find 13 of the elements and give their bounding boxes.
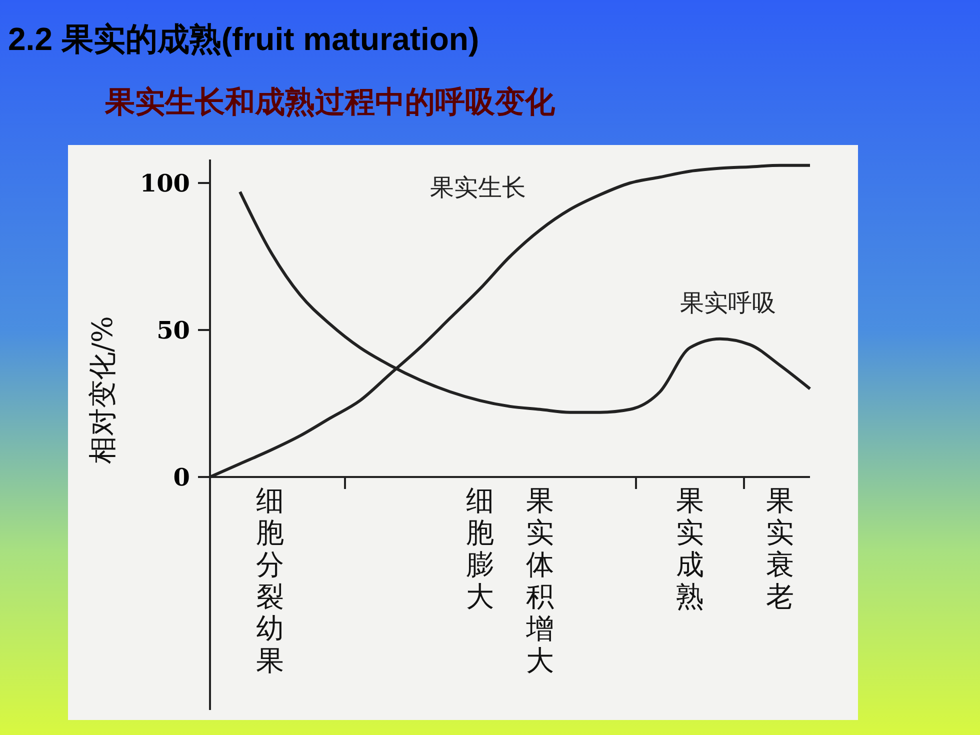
x-tick-label: 细胞膨大 [466,484,494,613]
x-tick-label: 果实体积增大 [525,484,554,677]
series-label: 果实生长 [430,173,526,202]
series-label: 果实呼吸 [680,288,776,317]
y-axis-title: 相对变化/% [86,316,119,464]
chart-subtitle: 果实生长和成熟过程中的呼吸变化 [104,85,556,120]
y-tick-label: 100 [140,168,190,198]
y-tick-label: 0 [173,462,190,492]
x-tick-label: 果实衰老 [766,484,794,613]
y-tick-label: 50 [156,315,190,344]
chart-title: 2.2 果实的成熟(fruit maturation) [8,21,480,57]
x-tick-label: 细胞分裂幼果 [256,484,284,677]
x-tick-label: 果实成熟 [676,484,704,613]
